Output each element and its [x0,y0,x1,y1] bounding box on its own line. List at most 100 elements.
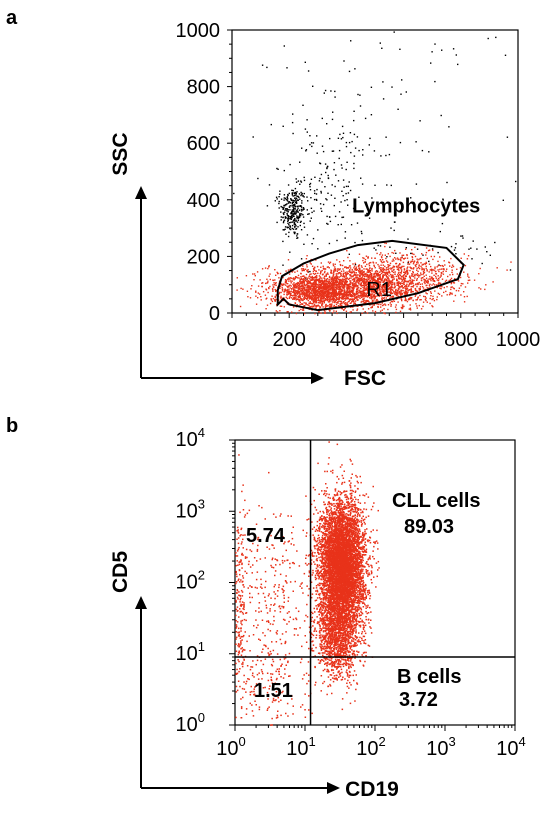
event-point-red [317,290,319,292]
event-point-red [395,262,397,265]
event-point [355,602,358,604]
event-point-black [326,123,328,125]
event-point-black [292,205,294,207]
event-point-red [319,306,322,308]
event-point-red [421,264,423,266]
event-point-red [377,305,379,308]
event-point-red [448,262,451,264]
event-point-red [326,305,328,307]
event-point-red [333,281,336,284]
event-point-red [317,284,320,286]
event-point-red [400,266,402,268]
event-point-black [333,204,335,207]
event-point-red [385,279,387,281]
event-point-red [394,284,396,286]
event-point-red [255,295,257,297]
event-point-red [301,303,304,305]
event-point-red [368,262,371,264]
event-point-red [278,291,281,294]
event-point-red [402,276,405,279]
event-point-red [387,283,389,285]
event-point-red [367,290,369,292]
event-point-red [381,269,383,272]
event-point [324,556,326,559]
event-point-red [354,267,357,270]
event-point-black [361,232,363,235]
event-point-black [441,222,444,225]
event-point-red [366,280,368,282]
event-point-red [410,298,412,300]
event-point-red [380,303,382,306]
event-point-red [343,288,345,290]
event-point-red [426,270,428,272]
event-point-red [346,294,348,297]
event-point-red [337,298,339,301]
event-point-red [328,276,331,279]
event-point-black [450,245,453,248]
event-point-red [296,270,299,272]
event-point-red [425,280,428,283]
event-point-red [379,275,381,277]
event-point-red [424,298,427,301]
event-point-red [409,296,411,299]
event-point-red [348,300,350,302]
event-point-red [416,272,419,275]
event-point-red [383,285,385,287]
event-point-red [384,303,386,305]
event-point-red [392,295,395,297]
event-point-black [306,234,309,236]
event-point-red [365,280,367,283]
event-point-red [348,292,350,294]
event-point-red [391,282,394,284]
event-point-red [368,270,370,272]
event-point-black [311,211,313,214]
event-point-black [341,125,344,128]
event-point [322,524,324,527]
event-point-red [272,279,274,281]
event-point-red [329,283,331,285]
event-point-red [292,298,294,300]
event-point-red [332,274,335,276]
event-point-red [397,269,400,271]
event-point-red [340,278,342,281]
event-point-red [413,253,415,256]
event-point-red [334,294,336,297]
event-point-red [320,292,322,294]
event-point-red [308,286,310,288]
event-point-red [437,269,439,271]
event-point-black [476,248,478,250]
event-point [365,516,367,519]
event-point-red [432,277,435,280]
event-point-red [345,293,347,295]
event-point-red [332,312,334,314]
event-point-red [393,260,395,262]
event-point-red [395,308,398,311]
event-point-red [445,270,447,272]
event-point-red [432,280,434,282]
event-point-black [339,133,341,136]
event-point-red [407,289,410,291]
event-point [363,494,366,497]
event-point-black [287,184,290,186]
event-point-red [384,245,386,248]
event-point-red [335,273,338,275]
event-point-black [301,193,303,196]
event-point-red [300,298,302,300]
event-point-red [336,259,338,261]
event-point-red [359,267,361,270]
event-point-black [286,210,288,212]
event-point-red [356,295,358,298]
event-point-red [315,282,317,284]
event-point-red [390,296,392,298]
event-point-red [325,288,328,290]
event-point-red [319,302,321,304]
event-point [351,535,354,537]
event-point-red [364,294,366,297]
event-point-red [324,287,327,289]
event-point-red [339,268,341,270]
event-point-black [309,189,312,191]
event-point-red [376,274,378,276]
event-point-black [360,177,362,179]
event-point-red [327,286,329,288]
event-point-red [431,284,433,286]
